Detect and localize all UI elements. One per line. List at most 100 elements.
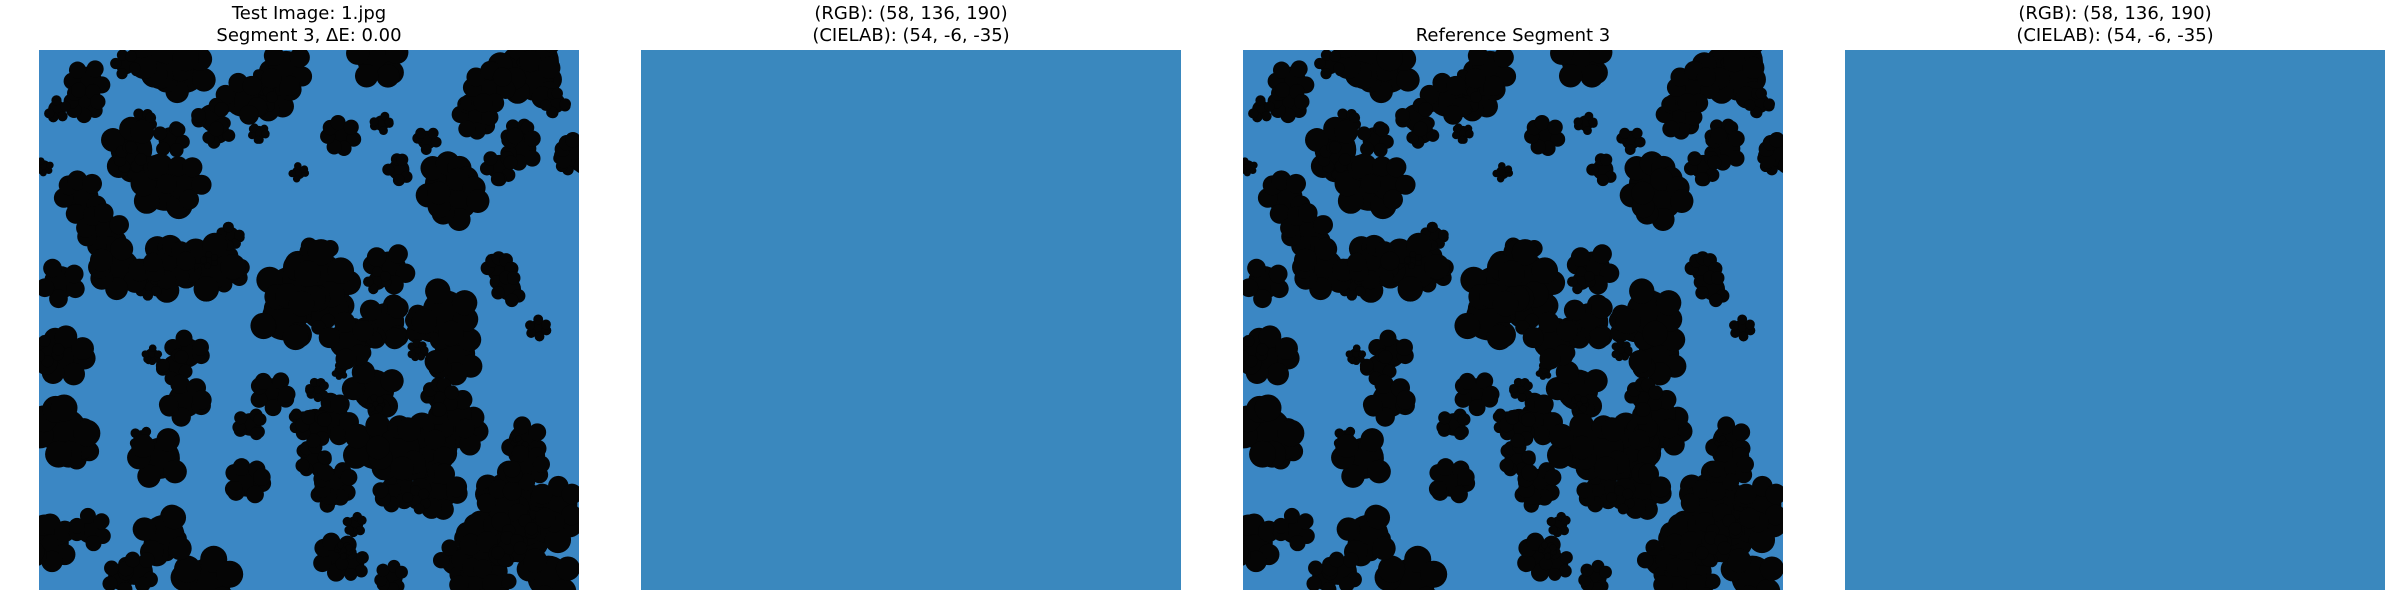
blob-petal — [1264, 101, 1275, 112]
blob-petal — [1427, 221, 1438, 233]
blob-petal — [309, 377, 319, 387]
flower-blob — [1345, 344, 1367, 366]
blob-petal — [1550, 50, 1574, 65]
blob-petal — [329, 425, 349, 446]
blob-petal — [1600, 153, 1613, 166]
blob-petal — [1624, 346, 1633, 355]
blob-petal — [1275, 337, 1298, 360]
blob-petal — [1739, 507, 1760, 529]
blob-petal — [363, 276, 374, 287]
blob-petal — [1707, 460, 1725, 478]
blob-petal — [1426, 129, 1440, 142]
blob-petal — [1517, 393, 1527, 403]
blob-petal — [1709, 293, 1723, 308]
blob-petal — [1558, 564, 1572, 578]
blob-petal — [1352, 344, 1361, 353]
blob-petal — [345, 544, 353, 552]
flower-blob — [288, 162, 310, 183]
flower-blob — [1683, 151, 1722, 187]
blob-petal — [1570, 247, 1591, 267]
blob-petal — [424, 349, 448, 374]
blob-petal — [1549, 544, 1557, 552]
blob-petal — [1636, 552, 1654, 569]
blob-petal — [1522, 326, 1544, 349]
flower-blob — [295, 440, 332, 477]
blob-petal — [46, 161, 54, 169]
blob-petal — [1476, 372, 1494, 390]
blob-petal — [224, 480, 243, 498]
blob-petal — [544, 526, 572, 554]
flower-blob — [462, 61, 516, 113]
flower-blob — [224, 458, 272, 504]
blob-petal — [151, 285, 162, 297]
flower-blob — [1436, 408, 1471, 441]
blob-petal — [340, 552, 347, 560]
blob-petal — [483, 151, 498, 166]
blob-petal — [109, 215, 130, 235]
flower-blob — [1734, 475, 1783, 533]
blob-petal — [344, 568, 358, 581]
blob-petal — [1336, 517, 1361, 541]
blob-petal — [1569, 413, 1595, 439]
flower-blob — [525, 314, 552, 342]
blob-petal — [1717, 541, 1732, 555]
blob-petal — [365, 413, 391, 439]
blob-petal — [346, 131, 362, 147]
blob-petal — [272, 372, 290, 390]
blob-petal — [424, 429, 446, 451]
blob-petal — [117, 581, 133, 590]
blob-petal — [200, 256, 207, 264]
blob-petal — [1290, 60, 1308, 78]
blob-petal — [134, 576, 151, 590]
blob-petal — [1250, 161, 1258, 169]
blob-petal — [1243, 157, 1249, 165]
blob-petal — [43, 258, 62, 278]
blob-petal — [1273, 517, 1289, 534]
blob-petal — [354, 64, 379, 88]
blob-petal — [1360, 428, 1384, 452]
blob-petal — [1468, 399, 1486, 417]
blob-petal — [1591, 297, 1613, 319]
blob-petal — [192, 390, 212, 410]
blob-petal — [1696, 67, 1716, 87]
blob-petal — [1730, 328, 1741, 338]
blob-petal — [1373, 143, 1388, 158]
flower-blob — [113, 141, 147, 173]
blob-petal — [1631, 181, 1655, 205]
blob-petal — [101, 128, 125, 152]
blob-petal — [354, 564, 368, 578]
blob-petal — [1360, 141, 1375, 156]
blob-petal — [352, 320, 374, 342]
blob-petal — [385, 50, 409, 65]
blob-petal — [317, 412, 332, 428]
blob-petal — [254, 372, 272, 390]
blob-petal — [427, 127, 439, 139]
blob-petal — [379, 126, 388, 136]
flower-blob — [313, 462, 358, 506]
blob-petal — [182, 157, 203, 178]
blob-petal — [51, 95, 62, 106]
blob-petal — [382, 163, 395, 176]
blob-petal — [1765, 504, 1783, 526]
blob-petal — [395, 565, 408, 579]
flower-blob — [39, 513, 76, 573]
flower-blob — [1419, 72, 1472, 125]
blob-petal — [154, 350, 163, 358]
blob-petal — [1570, 435, 1594, 460]
flower-blob — [158, 374, 212, 427]
panel-title: (CIELAB): (54, -6, -35) — [812, 25, 1009, 46]
flower-blob — [1428, 458, 1476, 504]
blob-petal — [1268, 264, 1288, 284]
blob-petal — [153, 126, 168, 141]
blob-petal — [506, 127, 524, 145]
blob-petal — [1243, 278, 1259, 298]
blob-petal — [1314, 237, 1338, 261]
blob-petal — [397, 418, 421, 442]
blob-petal — [1732, 423, 1751, 442]
blob-petal — [1397, 276, 1423, 302]
blob-petal — [1686, 574, 1706, 590]
blob-petal — [380, 369, 404, 393]
blob-petal — [1729, 320, 1739, 331]
blob-petal — [1359, 358, 1374, 373]
flower-blob — [44, 95, 71, 123]
